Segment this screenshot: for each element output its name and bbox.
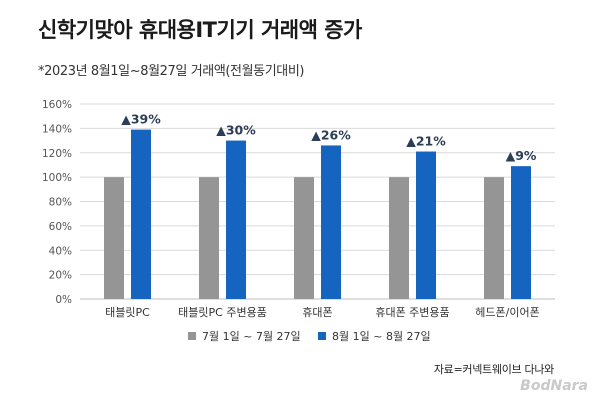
bar-curr-period [131, 129, 151, 299]
y-tick-label: 140% [42, 123, 72, 135]
y-tick-label: 20% [49, 270, 72, 282]
bar-curr-period [511, 166, 531, 299]
bar-prev-period [294, 177, 314, 299]
legend-swatch-prev [188, 332, 196, 340]
category-label: 헤드폰/이어폰 [475, 306, 539, 319]
legend-label-curr: 8월 1일 ~ 8월 27일 [332, 329, 431, 343]
y-tick-label: 120% [42, 148, 72, 160]
bar-curr-period [226, 140, 246, 299]
bar-prev-period [104, 177, 124, 299]
chart-subtitle: *2023년 8월1일~8월27일 거래액(전월동기대비) [38, 64, 305, 79]
y-tick-label: 80% [49, 197, 72, 209]
y-tick-label: 160% [42, 99, 72, 111]
y-tick-label: 0% [55, 294, 72, 306]
data-label: ▲21% [406, 134, 446, 149]
category-label: 태블릿PC [105, 306, 150, 319]
category-label: 휴대폰 [302, 306, 332, 319]
data-label: ▲26% [311, 127, 351, 142]
category-label: 태블릿PC 주변용품 [178, 306, 267, 319]
watermark-logo: BodNara [520, 378, 588, 394]
y-tick-label: 60% [49, 221, 72, 233]
category-label: 휴대폰 주변용품 [375, 306, 449, 319]
bar-curr-period [321, 145, 341, 299]
chart-title: 신학기맞아 휴대용IT기기 거래액 증가 [38, 18, 362, 42]
y-tick-label: 100% [42, 172, 72, 184]
bar-prev-period [199, 177, 219, 299]
source-note: 자료=커넥트웨이브 다나와 [433, 363, 554, 376]
data-label: ▲39% [121, 112, 161, 127]
bar-curr-period [416, 151, 436, 299]
bar-prev-period [389, 177, 409, 299]
y-tick-label: 40% [49, 245, 72, 257]
data-label: ▲30% [216, 123, 256, 138]
legend-label-prev: 7월 1일 ~ 7월 27일 [202, 329, 301, 343]
data-label: ▲9% [506, 148, 537, 163]
bar-prev-period [484, 177, 504, 299]
legend-swatch-curr [318, 332, 326, 340]
